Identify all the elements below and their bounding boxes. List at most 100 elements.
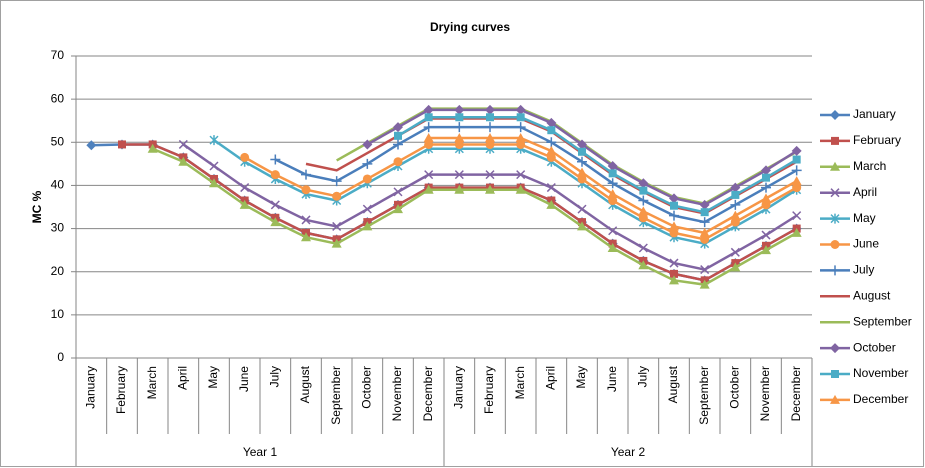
data-point [362, 221, 373, 231]
x-tick-label: June [605, 366, 619, 392]
data-point [178, 139, 188, 149]
legend-label: November [853, 366, 908, 380]
x-tick-label: November [390, 366, 404, 421]
y-tick-label: 60 [51, 91, 65, 105]
data-point [577, 221, 587, 231]
data-point [454, 170, 464, 180]
data-point [700, 234, 710, 244]
x-tick-label: March [513, 366, 527, 399]
data-point [791, 145, 802, 156]
data-point [607, 189, 618, 199]
data-point [577, 156, 587, 167]
x-tick-label: November [758, 366, 772, 421]
data-point [454, 139, 464, 149]
legend-label: December [853, 392, 908, 406]
series-line [152, 147, 798, 286]
x-tick-label: April [176, 366, 190, 390]
data-point [607, 178, 618, 189]
x-tick-label: June [237, 366, 251, 392]
legend-label: February [853, 133, 901, 147]
data-point [423, 104, 434, 115]
data-point [546, 145, 557, 155]
chart-title: Drying curves [430, 20, 510, 34]
legend-label: April [853, 185, 877, 199]
data-point [670, 269, 678, 278]
data-point [791, 227, 802, 237]
y-tick-label: 0 [57, 350, 64, 364]
legend-label: March [853, 159, 886, 173]
data-point [761, 165, 771, 176]
data-point [362, 174, 372, 184]
data-point [209, 135, 219, 146]
data-point [638, 206, 649, 216]
data-point [393, 122, 403, 133]
data-point [638, 195, 649, 206]
legend-label: June [853, 237, 879, 251]
x-tick-label: August [298, 365, 312, 403]
data-point [423, 132, 434, 142]
data-point [699, 217, 710, 228]
data-point [331, 238, 342, 248]
data-point [546, 183, 556, 193]
data-point [270, 217, 281, 227]
data-point [761, 230, 771, 240]
data-point [332, 191, 342, 201]
data-point [485, 184, 495, 194]
data-point [669, 228, 679, 238]
legend-marker [831, 136, 839, 145]
data-point [577, 167, 587, 177]
data-point [270, 170, 280, 180]
data-point [454, 132, 465, 142]
data-point [454, 184, 465, 194]
legend-marker [830, 240, 840, 249]
data-point [147, 143, 158, 153]
legend-marker [830, 188, 840, 198]
legend-marker [830, 265, 840, 276]
data-point [546, 137, 557, 148]
data-point [608, 169, 617, 178]
data-point [700, 265, 710, 275]
y-tick-label: 30 [51, 221, 65, 235]
data-point [546, 199, 557, 209]
data-point [424, 139, 434, 149]
data-point [607, 242, 618, 252]
data-point [454, 122, 465, 133]
data-point [730, 217, 740, 227]
data-point [607, 161, 618, 172]
x-tick-label: September [697, 366, 711, 425]
x-tick-label: March [145, 366, 159, 399]
data-point [699, 279, 710, 289]
data-point [577, 174, 587, 184]
data-point [515, 122, 526, 133]
y-tick-label: 20 [51, 264, 65, 278]
data-point [792, 155, 801, 164]
data-point [638, 178, 649, 189]
data-point [209, 178, 219, 188]
x-tick-label: February [482, 366, 496, 414]
group-label: Year 1 [243, 445, 278, 459]
data-point [699, 227, 710, 237]
y-tick-label: 40 [51, 178, 65, 192]
data-point [393, 139, 403, 150]
data-point [546, 152, 556, 162]
y-tick-label: 10 [51, 307, 65, 321]
data-point [424, 170, 434, 180]
data-point [516, 139, 526, 149]
data-point [731, 190, 740, 199]
data-point [669, 275, 679, 285]
legend-marker [830, 343, 840, 354]
data-point [362, 139, 373, 150]
legend-label: May [853, 211, 876, 225]
data-point [669, 258, 679, 268]
y-tick-label: 50 [51, 134, 65, 148]
x-tick-label: October [360, 366, 374, 409]
data-point [608, 196, 618, 206]
data-point [791, 176, 802, 186]
x-tick-label: January [452, 366, 466, 409]
x-tick-label: September [329, 366, 343, 425]
data-point [423, 184, 434, 194]
x-tick-label: February [114, 366, 128, 414]
data-point [638, 213, 648, 223]
group-label: Year 2 [611, 445, 646, 459]
